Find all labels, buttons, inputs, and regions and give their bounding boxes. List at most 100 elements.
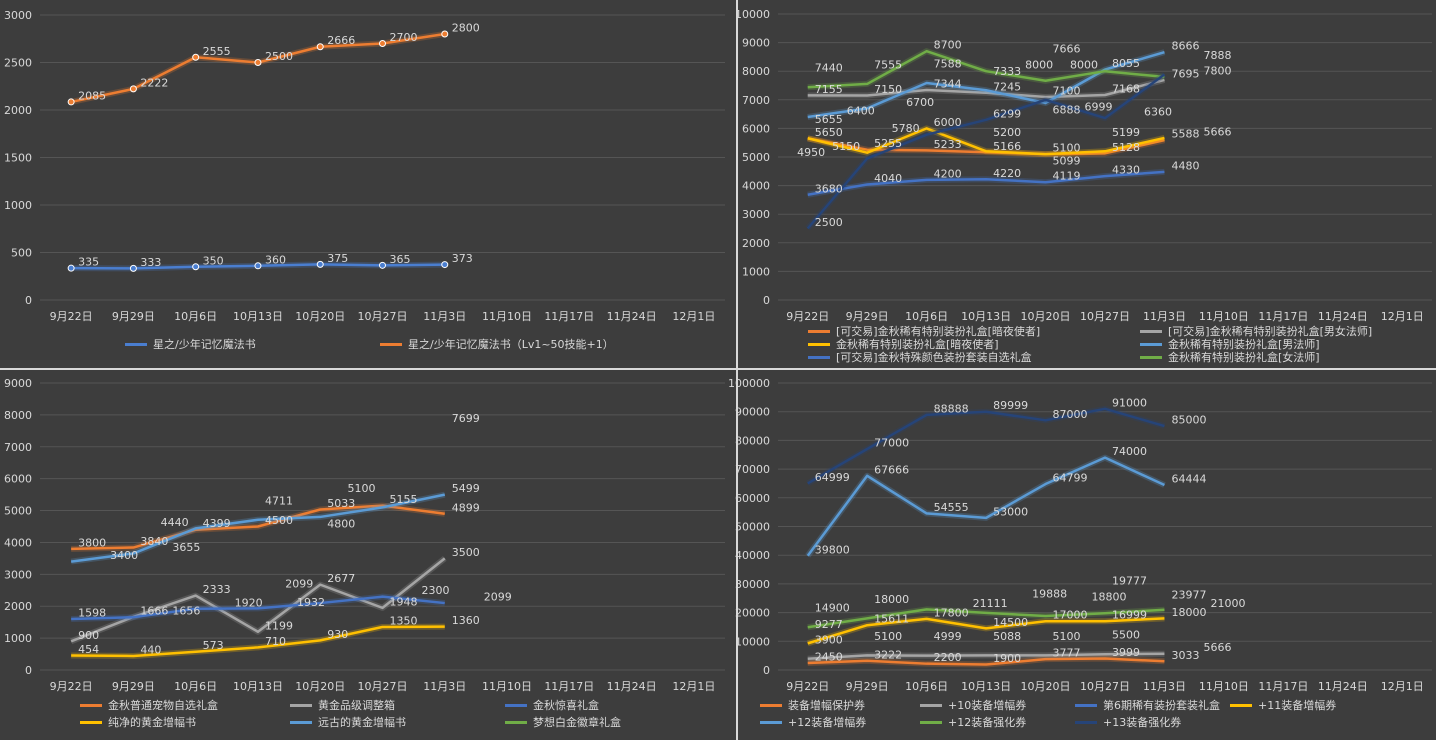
legend-swatch — [1075, 720, 1097, 724]
legend-swatch — [505, 720, 527, 724]
series-glow — [807, 48, 1165, 91]
y-tick-label: 2000 — [4, 600, 32, 613]
x-tick-label: 12月1日 — [1381, 310, 1424, 323]
data-label: 3777 — [1053, 647, 1081, 660]
y-tick-label: 2500 — [4, 57, 32, 70]
x-tick-label: 10月20日 — [295, 680, 345, 693]
x-tick-label: 10月6日 — [174, 310, 217, 323]
data-label: 18800 — [1092, 591, 1127, 604]
legend-item: 梦想白金徽章礼盒 — [505, 714, 621, 730]
data-label: 5650 — [815, 126, 843, 139]
legend-swatch — [808, 342, 830, 346]
legend-label: +12装备增幅券 — [788, 716, 867, 729]
y-tick-label: 30000 — [735, 578, 770, 591]
legend-swatch — [760, 720, 782, 724]
legend-label: 装备增幅保护券 — [788, 699, 865, 712]
data-label: 2300 — [422, 584, 450, 597]
data-label: 3680 — [815, 182, 843, 195]
data-label: 5666 — [1203, 641, 1231, 654]
data-label: 5233 — [934, 138, 962, 151]
data-label: 335 — [78, 256, 99, 269]
data-label: 2099 — [484, 591, 512, 604]
y-tick-label: 60000 — [735, 492, 770, 505]
data-label: 8666 — [1171, 40, 1199, 53]
data-label: 3500 — [452, 546, 480, 559]
x-tick-label: 11月3日 — [1143, 680, 1186, 693]
data-label: 39800 — [815, 543, 850, 556]
legend-swatch — [1140, 342, 1162, 346]
x-tick-label: 11月3日 — [423, 680, 466, 693]
data-label: 4040 — [874, 172, 902, 185]
y-tick-label: 8000 — [742, 65, 770, 78]
data-label: 2450 — [815, 650, 843, 663]
legend-swatch — [1140, 355, 1162, 359]
data-label: 7100 — [1053, 84, 1081, 97]
x-tick-label: 10月20日 — [1021, 310, 1071, 323]
series-glow — [805, 454, 1166, 558]
legend-item: 星之/少年记忆魔法书（Lv1~50技能+1） — [380, 336, 614, 352]
data-label: 2700 — [390, 31, 418, 44]
data-label: 2333 — [203, 583, 231, 596]
data-label: 710 — [265, 635, 286, 648]
x-tick-label: 9月22日 — [786, 680, 829, 693]
data-point — [254, 262, 262, 270]
x-tick-label: 11月17日 — [544, 310, 594, 323]
series-line — [807, 170, 1165, 196]
legend-label: 金秋稀有特别装扮礼盒[女法师] — [1168, 351, 1320, 364]
data-label: 6888 — [1053, 104, 1081, 117]
x-tick-label: 9月22日 — [50, 680, 93, 693]
data-label: 54555 — [934, 501, 969, 514]
data-label: 7555 — [874, 58, 902, 71]
legend-item: 金秋普通宠物自选礼盒 — [80, 697, 218, 713]
data-label: 440 — [140, 643, 161, 656]
y-tick-label: 4000 — [742, 180, 770, 193]
data-label: 4899 — [452, 501, 480, 514]
data-label: 373 — [452, 252, 473, 265]
legend-item: 装备增幅保护券 — [760, 697, 865, 713]
data-point — [254, 59, 262, 66]
series-line — [806, 73, 1166, 230]
data-label: 4119 — [1053, 170, 1081, 183]
legend-label: +12装备强化券 — [948, 716, 1027, 729]
legend-swatch — [505, 703, 527, 707]
data-label: 21111 — [973, 597, 1008, 610]
y-tick-label: 3000 — [4, 9, 32, 22]
y-tick-label: 4000 — [4, 536, 32, 549]
y-tick-label: 7000 — [742, 94, 770, 107]
data-label: 74000 — [1112, 445, 1147, 458]
y-tick-label: 0 — [763, 664, 770, 677]
data-label: 15611 — [874, 613, 909, 626]
legend-label: 黄金品级调整箱 — [318, 699, 395, 712]
data-label: 14500 — [993, 616, 1028, 629]
legend-label: 金秋普通宠物自选礼盒 — [108, 699, 218, 712]
data-label: 2200 — [934, 651, 962, 664]
legend-item: +10装备增幅券 — [920, 697, 1026, 713]
legend-label: [可交易]金秋稀有特别装扮礼盒[男女法师] — [1168, 325, 1373, 338]
data-point — [67, 98, 75, 106]
data-label: 19777 — [1112, 575, 1147, 588]
x-tick-label: 12月1日 — [1381, 680, 1424, 693]
legend-swatch — [380, 342, 402, 346]
x-tick-label: 11月3日 — [423, 310, 466, 323]
data-label: 7150 — [874, 83, 902, 96]
data-label: 5100 — [1053, 630, 1081, 643]
legend-label: 第6期稀有装扮套装礼盒 — [1103, 699, 1220, 712]
data-label: 4999 — [934, 630, 962, 643]
series-line — [71, 625, 445, 658]
legend-swatch — [1230, 703, 1252, 707]
data-label: 5155 — [390, 493, 418, 506]
data-label: 1932 — [297, 596, 325, 609]
data-label: 2085 — [78, 89, 106, 102]
data-label: 2099 — [285, 578, 313, 591]
data-label: 2800 — [452, 22, 480, 35]
x-tick-label: 9月22日 — [50, 310, 93, 323]
data-label: 7245 — [993, 80, 1021, 93]
series-line — [807, 657, 1165, 666]
series-line — [807, 49, 1165, 89]
data-label: 6000 — [934, 116, 962, 129]
data-point — [441, 261, 449, 269]
data-label: 14900 — [815, 602, 850, 615]
data-label: 7168 — [1112, 82, 1140, 95]
data-label: 5499 — [452, 482, 480, 495]
